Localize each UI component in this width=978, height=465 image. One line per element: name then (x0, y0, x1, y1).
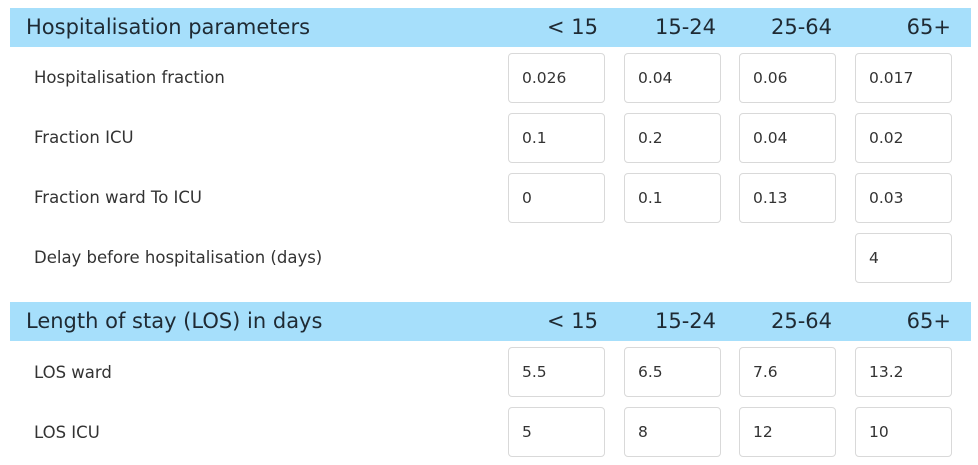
fraction-ward-to-icu-25-64-input[interactable] (739, 173, 836, 223)
column-header-65-plus: 65+ (906, 15, 951, 39)
row-label-hospitalisation-fraction: Hospitalisation fraction (34, 68, 225, 87)
los-ward-15-24-input[interactable] (624, 347, 721, 397)
section-header-length-of-stay: Length of stay (LOS) in days < 15 15-24 … (10, 302, 971, 341)
los-icu-65-plus-input[interactable] (855, 407, 952, 457)
fraction-icu-65-plus-input[interactable] (855, 113, 952, 163)
los-icu-under-15-input[interactable] (508, 407, 605, 457)
los-ward-under-15-input[interactable] (508, 347, 605, 397)
hospitalisation-fraction-25-64-input[interactable] (739, 53, 836, 103)
fraction-ward-to-icu-under-15-input[interactable] (508, 173, 605, 223)
column-header-65-plus: 65+ (906, 309, 951, 333)
column-header-25-64: 25-64 (770, 309, 832, 333)
delay-before-hospitalisation-input[interactable] (855, 233, 952, 283)
column-header-25-64: 25-64 (770, 15, 832, 39)
column-header-under-15: < 15 (547, 15, 598, 39)
hospitalisation-fraction-15-24-input[interactable] (624, 53, 721, 103)
los-icu-25-64-input[interactable] (739, 407, 836, 457)
section-title: Hospitalisation parameters (26, 15, 311, 39)
row-label-los-icu: LOS ICU (34, 423, 100, 442)
los-icu-15-24-input[interactable] (624, 407, 721, 457)
column-header-under-15: < 15 (547, 309, 598, 333)
fraction-ward-to-icu-15-24-input[interactable] (624, 173, 721, 223)
los-ward-65-plus-input[interactable] (855, 347, 952, 397)
fraction-ward-to-icu-65-plus-input[interactable] (855, 173, 952, 223)
section-header-hospitalisation: Hospitalisation parameters < 15 15-24 25… (10, 8, 971, 47)
hospitalisation-fraction-65-plus-input[interactable] (855, 53, 952, 103)
row-label-los-ward: LOS ward (34, 363, 112, 382)
fraction-icu-under-15-input[interactable] (508, 113, 605, 163)
row-label-fraction-icu: Fraction ICU (34, 128, 134, 147)
column-header-15-24: 15-24 (654, 15, 716, 39)
column-header-15-24: 15-24 (654, 309, 716, 333)
fraction-icu-15-24-input[interactable] (624, 113, 721, 163)
row-label-delay-before-hospitalisation: Delay before hospitalisation (days) (34, 248, 323, 267)
hospitalisation-fraction-under-15-input[interactable] (508, 53, 605, 103)
row-label-fraction-ward-to-icu: Fraction ward To ICU (34, 188, 203, 207)
los-ward-25-64-input[interactable] (739, 347, 836, 397)
section-title: Length of stay (LOS) in days (26, 309, 323, 333)
fraction-icu-25-64-input[interactable] (739, 113, 836, 163)
